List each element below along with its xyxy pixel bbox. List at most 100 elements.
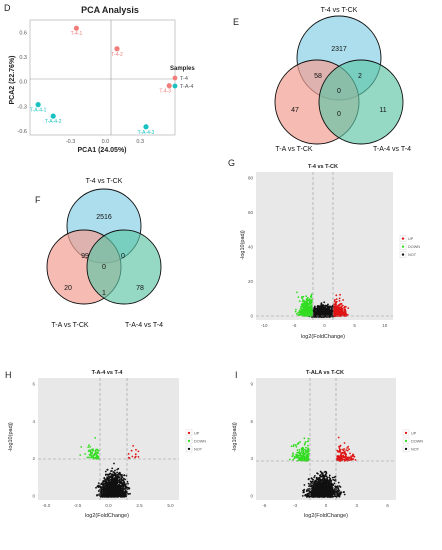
volcano-i-point-not [339,486,342,488]
volcano-i-point-not [331,476,334,479]
volcano-h-point-up [127,453,130,455]
volcano-h-point-not [101,483,104,486]
volcano-i-legend-marker [404,431,408,435]
volcano-i-point-not [313,495,316,498]
volcano-h-legend-label: NOT [194,447,203,451]
volcano-i-point-up [351,458,354,461]
volcano-i-point-up [336,449,339,452]
volcano-i-point-not [314,475,316,477]
volcano-i-xtick-label: 6 [386,503,389,508]
volcano-h-point-down [95,455,98,458]
volcano-g-point-up [334,301,337,304]
volcano-g-point-not [320,312,322,315]
volcano-i-point-not [315,476,318,479]
volcano-i-point-down [300,458,303,461]
volcano-g-point-down [304,314,307,316]
volcano-g-point-up [337,304,340,307]
venn-f-all: 0 [102,264,106,271]
pca-ytick-label: 0.0 [19,80,27,86]
panel-letter-i: I [235,370,238,380]
volcano-i-point-not [312,478,315,481]
volcano-h-point-not [109,492,112,495]
volcano-g-point-down [297,296,300,298]
volcano-i-point-not [324,485,327,488]
volcano-i-point-not [320,492,323,494]
volcano-i-point-down [299,457,302,460]
volcano-g-plot-bg [256,172,393,320]
volcano-h-point-not [124,488,126,490]
volcano-g-point-down [301,297,304,300]
volcano-g-point-not [319,307,322,310]
volcano-g-point-down [306,307,308,310]
volcano-i-point-down [290,445,293,447]
volcano-h-point-not [111,473,113,475]
volcano-g-point-not [324,306,327,308]
volcano-h-point-down [88,453,91,456]
volcano-i-point-not [303,484,306,486]
volcano-g-point-not [321,307,324,309]
volcano-g-point-up [334,305,337,308]
volcano-h-point-up [134,455,137,458]
volcano-g-legend-marker [401,253,405,256]
volcano-h-point-down [87,446,90,449]
volcano-h-point-not [108,473,110,476]
volcano-h-point-not [118,492,121,495]
volcano-g-point-up [346,313,349,316]
volcano-i-point-not [329,491,332,493]
volcano-g-point-down [309,305,312,307]
pca-ytick-label: 0.3 [19,55,27,61]
volcano-h-point-not [116,474,119,476]
volcano-h-point-down [89,449,92,452]
volcano-i-point-up [347,456,350,459]
volcano-i-point-not [307,488,309,490]
volcano-g-point-not [313,306,316,309]
volcano-i-point-not [312,490,315,492]
volcano-g-point-down [303,311,305,314]
volcano-h-point-not [113,492,116,495]
volcano-h-point-not [100,492,102,495]
volcano-i-point-down [295,456,298,459]
volcano-i-point-down [306,458,309,461]
volcano-i-point-down [296,454,299,457]
volcano-h-point-not [117,467,120,470]
volcano-h-point-not [100,483,102,486]
volcano-h-point-not [114,494,116,497]
volcano-i-point-up [337,436,340,439]
volcano-h-point-not [104,495,107,498]
volcano-h-point-not [106,490,109,493]
volcano-h-point-down [94,437,97,439]
volcano-g-ytick-label: 60 [248,210,254,215]
volcano-h-point-not [117,496,120,498]
volcano-i-point-not [319,474,321,477]
volcano-h-point-not [123,495,126,497]
volcano-i-title: T-ALA vs T-CK [306,370,344,376]
volcano-i-point-not [327,484,330,487]
volcano-h-point-not [114,490,116,493]
volcano-h-point-not [107,493,109,496]
volcano-g-point-down [309,307,311,309]
volcano-i-point-not [311,495,314,498]
volcano-h-point-not [121,488,123,491]
volcano-i-point-up [343,448,345,450]
venn-e-top-only: 2317 [331,46,347,53]
volcano-h-point-not [117,487,120,489]
volcano-i-point-up [352,455,354,458]
volcano-h-point-down [95,453,98,456]
volcano-g-point-down [298,300,301,302]
volcano-i-point-up [341,448,344,451]
volcano-g-point-not [320,303,323,306]
volcano-h-legend-label: UP [194,431,200,435]
volcano-i-point-not [330,489,332,492]
volcano-i-point-not [316,490,319,493]
volcano-h-ytick-label: 0 [32,494,35,499]
volcano-i-legend-marker [404,447,408,451]
pca-point-label: T-4-1 [71,31,83,37]
volcano-i-point-not [335,495,337,498]
volcano-h-point-not [111,488,114,491]
volcano-g-point-up [338,312,341,315]
volcano-g-point-down [304,311,307,314]
volcano-h-point-not [118,474,120,476]
volcano-h-point-not [116,485,119,488]
volcano-i-point-not [323,488,326,490]
